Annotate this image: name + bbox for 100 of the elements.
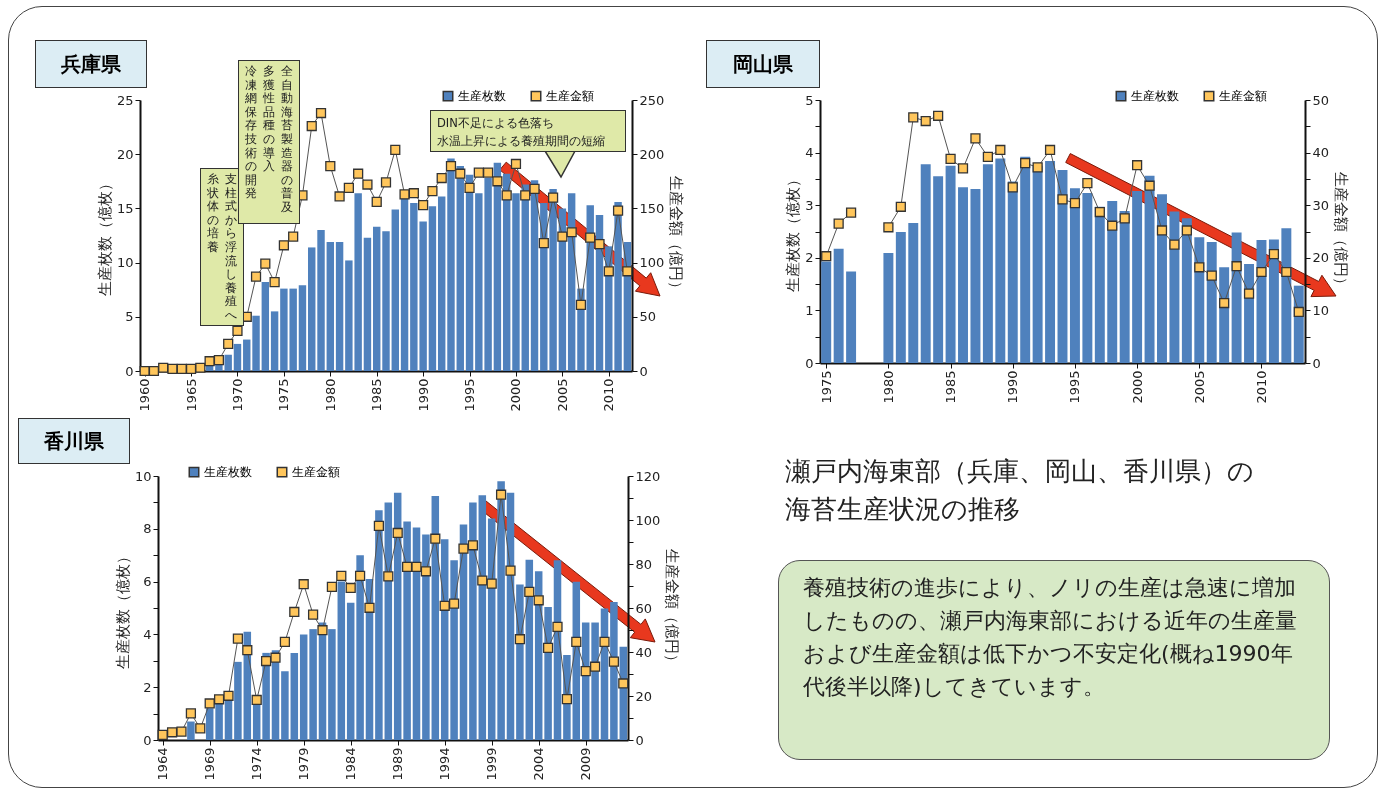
point [455, 168, 466, 179]
point [408, 188, 419, 199]
bar [958, 187, 968, 363]
point [486, 578, 497, 589]
bar [945, 165, 956, 363]
y2-tick-label: 100 [639, 255, 665, 271]
point [306, 120, 317, 132]
y-tick-label: 4 [805, 145, 814, 161]
x-tick-label: 1979 [296, 747, 312, 781]
x-tick-label: 2000 [508, 378, 524, 412]
point [270, 652, 281, 663]
point [970, 133, 981, 144]
bar [335, 242, 344, 371]
point [232, 325, 243, 337]
bar [970, 188, 981, 363]
point [467, 540, 479, 551]
point [845, 207, 857, 218]
point [392, 527, 403, 539]
point [821, 251, 832, 262]
point [495, 489, 507, 500]
point [1144, 180, 1155, 191]
point [477, 575, 488, 586]
bar [363, 237, 372, 371]
point [176, 726, 187, 737]
y-tick-label: 4 [143, 626, 152, 642]
point [561, 693, 573, 705]
point [204, 698, 215, 709]
bar [447, 158, 455, 371]
point [529, 183, 540, 195]
bar [1119, 210, 1130, 363]
bar [252, 315, 260, 371]
point [418, 200, 429, 211]
bar [1144, 175, 1155, 363]
point [364, 602, 375, 613]
point [608, 656, 620, 667]
point [1219, 297, 1230, 309]
legend-label: 生産金額 [292, 465, 340, 480]
point [920, 115, 931, 127]
bar [382, 231, 390, 371]
point [571, 636, 582, 647]
point [326, 581, 338, 592]
point [957, 163, 969, 174]
point [232, 633, 244, 644]
point [458, 543, 469, 554]
point [1194, 262, 1205, 273]
bar [1268, 239, 1279, 363]
text: 瀬戸内海東部（兵庫、岡山、香川県）の海苔生産状況の推移 [785, 455, 1255, 526]
point [427, 185, 438, 197]
bar [1069, 188, 1080, 363]
point [315, 107, 327, 119]
bar [298, 285, 307, 371]
point [557, 231, 568, 242]
y2-tick-label: 20 [635, 688, 653, 704]
bar [373, 226, 381, 371]
bar [1082, 193, 1093, 363]
y2-tick-label: 50 [639, 309, 657, 325]
bar [234, 661, 242, 740]
bar [317, 230, 325, 371]
x-tick-label: 2005 [1191, 370, 1207, 404]
y-tick-label: 2 [143, 679, 152, 695]
point [612, 205, 624, 216]
point [580, 666, 591, 677]
y2-tick-label: 30 [1312, 197, 1330, 213]
point [603, 266, 614, 277]
point [492, 176, 503, 187]
y-tick-label: 10 [116, 255, 134, 271]
y2-tick-label: 20 [1312, 250, 1330, 266]
bar [895, 232, 906, 363]
point [213, 355, 225, 366]
y2-axis-title: 生産金額（億円） [667, 176, 686, 296]
bar [391, 209, 399, 371]
x-tick-label: 1970 [229, 378, 245, 412]
point [167, 363, 178, 374]
point [510, 158, 522, 170]
y2-tick-label: 100 [635, 512, 661, 528]
x-tick-label: 1990 [1005, 370, 1021, 404]
bar [908, 223, 919, 363]
bar [833, 248, 844, 363]
y-tick-label: 10 [134, 468, 152, 484]
bar [516, 584, 524, 740]
bar [326, 242, 335, 371]
point [520, 190, 531, 201]
bar [281, 671, 289, 740]
point [585, 232, 596, 243]
point [307, 609, 319, 620]
bar [1181, 218, 1192, 363]
x-tick-label: 1984 [343, 747, 359, 781]
x-tick-label: 1965 [183, 378, 199, 412]
y-tick-label: 15 [116, 200, 134, 216]
chart-title: 兵庫県 [35, 40, 147, 88]
annotation: DIN不足による色落ち [437, 115, 555, 132]
bar [328, 629, 336, 740]
bar [375, 510, 383, 740]
point [1020, 158, 1031, 169]
y-tick-label: 20 [116, 146, 134, 162]
bar [400, 197, 409, 371]
y2-axis-title: 生産金額（億円） [1332, 172, 1351, 292]
point [269, 276, 280, 288]
bar [337, 581, 346, 740]
text: 支柱式から浮流し養殖へ [225, 172, 237, 322]
